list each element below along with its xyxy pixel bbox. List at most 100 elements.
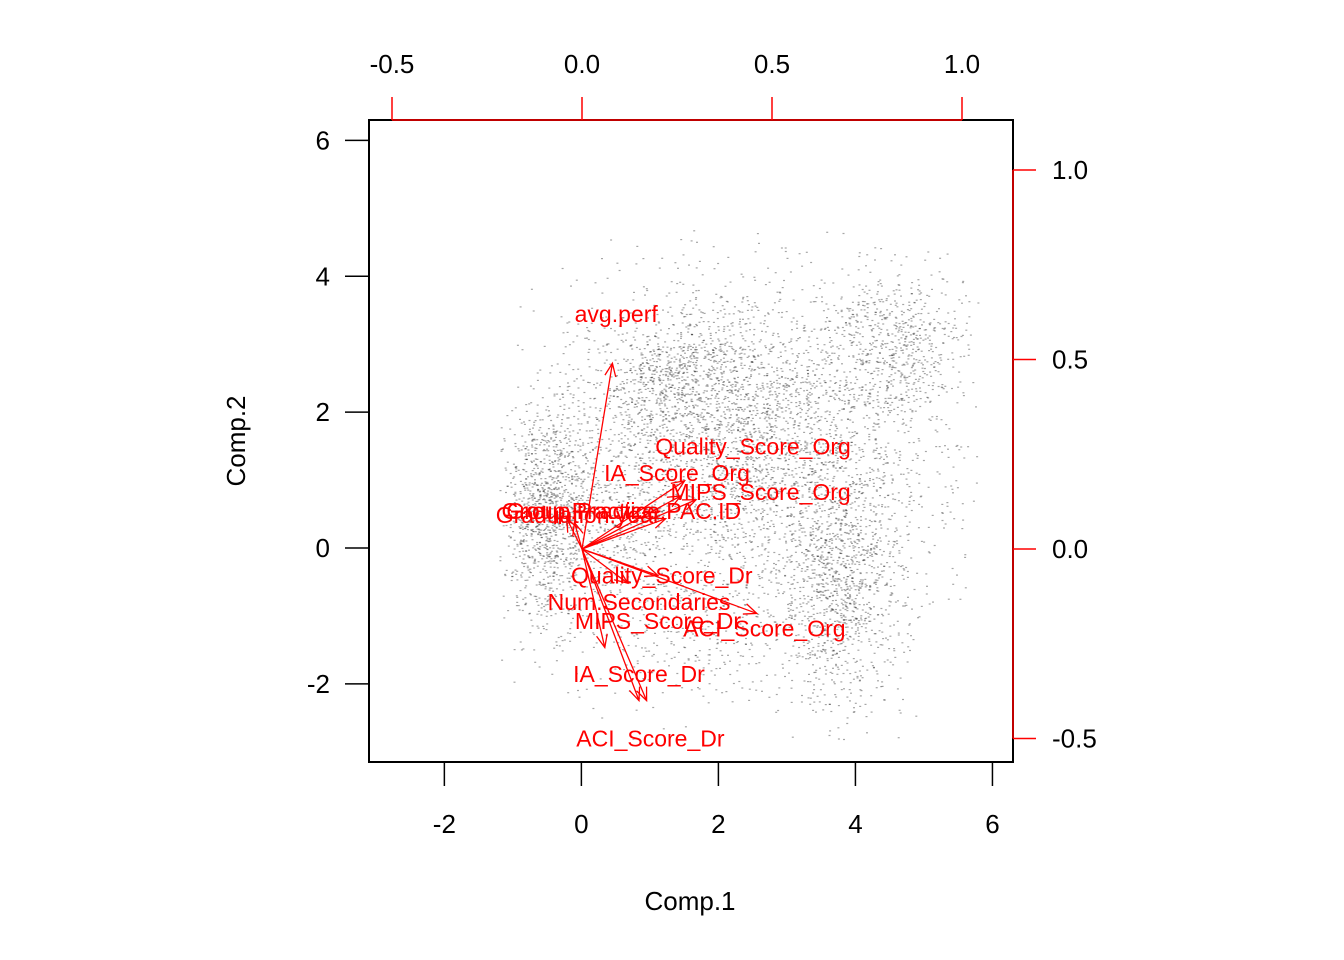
score-point (733, 473, 736, 475)
score-point (811, 498, 814, 500)
score-point (737, 409, 740, 411)
score-point (543, 583, 546, 586)
score-point (674, 517, 676, 519)
score-point (678, 439, 681, 441)
score-point (816, 421, 819, 423)
score-point (548, 598, 551, 600)
score-point (713, 531, 716, 533)
score-point (542, 518, 545, 520)
score-point (735, 414, 738, 417)
score-point (601, 317, 604, 319)
score-point (520, 522, 523, 524)
score-point (691, 387, 694, 389)
score-point (698, 344, 701, 346)
score-point (696, 529, 699, 532)
score-point (777, 466, 780, 468)
score-point (880, 487, 882, 489)
score-point (646, 341, 649, 343)
score-point (664, 341, 667, 343)
score-point (797, 392, 800, 394)
score-point (691, 521, 694, 523)
score-point (872, 505, 875, 507)
score-point (645, 481, 648, 483)
score-point (539, 472, 541, 474)
score-point (830, 453, 833, 455)
score-point (777, 490, 780, 492)
score-point (863, 401, 866, 403)
score-point (529, 511, 532, 513)
score-point (664, 485, 667, 487)
score-point (757, 309, 760, 311)
score-point (569, 511, 572, 514)
score-point (748, 535, 751, 537)
score-point (799, 511, 801, 513)
score-point (633, 548, 636, 550)
score-point (839, 436, 842, 438)
score-point (694, 470, 697, 472)
score-point (844, 601, 847, 603)
score-point (528, 557, 531, 559)
score-point (756, 306, 759, 308)
score-point (558, 386, 561, 388)
score-point (865, 362, 868, 364)
score-point (648, 548, 651, 550)
score-point (533, 483, 535, 486)
score-point (936, 471, 939, 473)
score-point (659, 393, 662, 395)
score-point (692, 428, 695, 430)
score-point (795, 389, 797, 391)
score-point (579, 609, 582, 611)
score-point (788, 559, 791, 561)
score-point (533, 509, 536, 511)
score-point (540, 470, 543, 472)
score-point (620, 414, 623, 416)
score-point (602, 464, 605, 466)
score-point (547, 555, 550, 557)
score-point (561, 495, 564, 497)
score-point (530, 473, 533, 475)
score-point (828, 703, 831, 705)
score-point (714, 397, 717, 399)
score-point (840, 523, 843, 525)
score-point (841, 326, 844, 329)
score-point (852, 355, 855, 357)
score-point (828, 545, 831, 547)
score-point (572, 430, 575, 432)
score-point (522, 541, 525, 543)
score-point (747, 398, 750, 401)
score-point (664, 414, 667, 416)
score-point (745, 394, 748, 396)
score-point (881, 513, 884, 515)
score-point (639, 552, 642, 554)
score-point (803, 431, 806, 433)
score-point (908, 496, 911, 498)
score-point (548, 587, 551, 589)
score-point (695, 413, 698, 415)
score-point (657, 376, 660, 379)
score-point (847, 576, 850, 578)
score-point (690, 460, 693, 462)
score-point (861, 389, 864, 391)
score-point (690, 593, 692, 595)
score-point (549, 566, 552, 568)
score-point (690, 313, 693, 315)
score-point (822, 310, 825, 312)
score-point (817, 450, 820, 452)
score-point (779, 491, 782, 493)
score-point (574, 479, 577, 481)
score-point (644, 471, 647, 473)
score-point (545, 509, 548, 511)
score-point (557, 495, 559, 497)
score-point (667, 379, 670, 381)
score-point (524, 453, 527, 455)
score-point (859, 480, 862, 482)
score-point (549, 470, 552, 472)
score-point (516, 579, 519, 581)
score-point (886, 659, 889, 661)
score-point (548, 459, 551, 461)
score-point (778, 438, 781, 440)
score-point (632, 534, 635, 536)
score-point (555, 527, 558, 529)
score-point (680, 583, 682, 585)
score-point (844, 523, 847, 525)
